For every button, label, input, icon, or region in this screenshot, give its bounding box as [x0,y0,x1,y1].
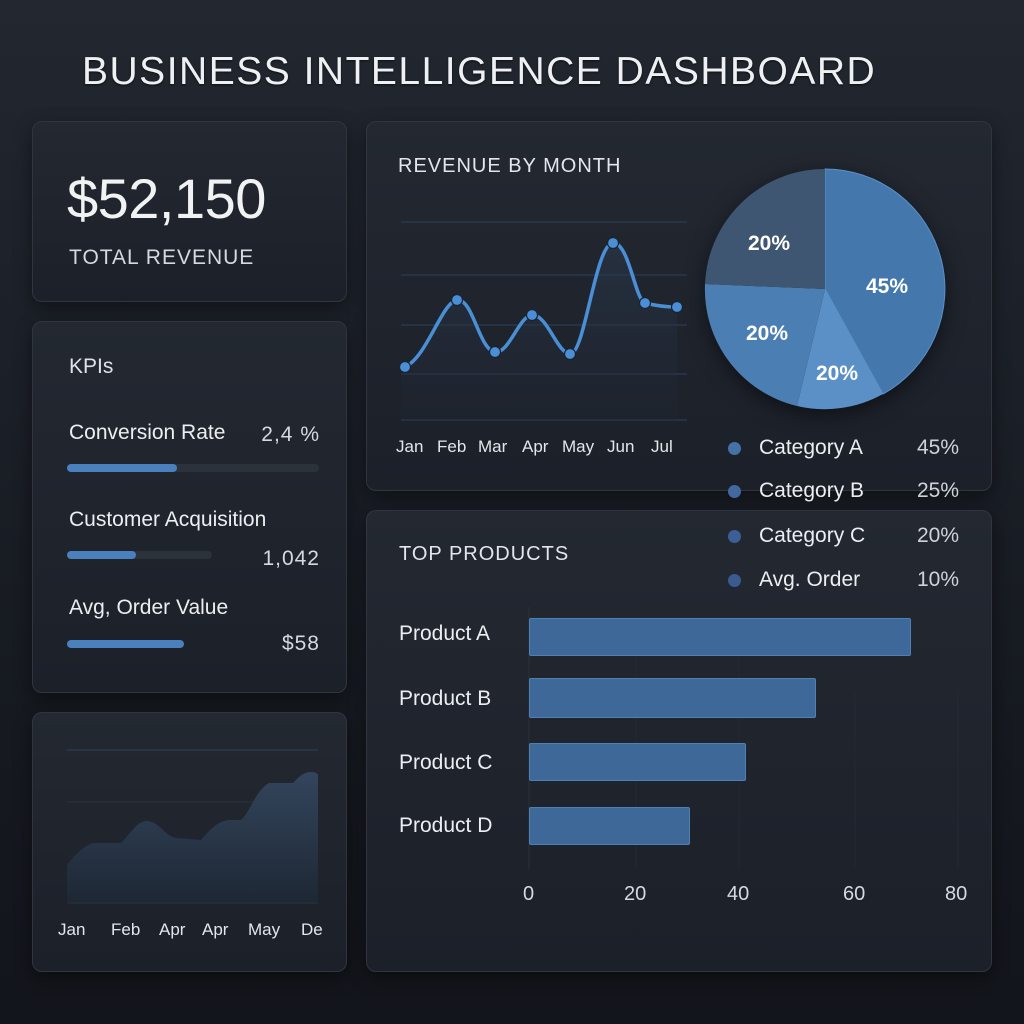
legend-name: Category C [759,524,866,547]
month-x-label: Feb [437,437,467,456]
kpi-progress-fill [67,640,184,648]
area-x-label: Feb [111,920,141,939]
data-point [638,296,652,310]
area-x-label: May [248,920,281,939]
pie-legend: Category A 45% Category B 25% Category C… [728,435,968,595]
trend-area-chart [67,749,318,904]
x-tick: 20 [624,883,647,905]
kpi-progress-fill [67,551,136,559]
kpis-title: KPIs [69,355,114,378]
legend-dot-icon [728,441,741,455]
month-x-label: Jan [396,437,424,456]
x-tick: 80 [945,883,968,905]
legend-item-category-c: Category C 20% [728,523,959,549]
area-x-label: Jan [58,920,86,939]
top-products-card: TOP PRODUCTS Product A Product B Product… [366,510,992,972]
kpi-progress-avg-order-value [67,640,184,648]
month-x-label: Jul [651,437,673,456]
x-tick: 60 [843,883,866,905]
kpi-progress-fill [67,464,177,472]
page-title: BUSINESS INTELLIGENCE DASHBOARD [82,50,877,93]
revenue-by-month-title: REVENUE BY MONTH [398,155,622,177]
month-x-label: May [562,437,595,456]
legend-name: Category A [759,436,863,459]
trend-area-card: Jan Feb Apr Apr May De [32,712,347,972]
total-revenue-label: TOTAL REVENUE [69,246,255,269]
x-tick: 0 [523,883,535,905]
legend-item-avg-order: Avg. Order 10% [728,567,959,593]
kpi-label-avg-order-value: Avg, Order Value [69,596,229,619]
data-point [525,308,539,322]
legend-value: 20% [916,524,959,547]
bar-product-c[interactable] [529,743,746,781]
data-point [450,293,464,307]
kpi-progress-conversion-rate [67,464,319,472]
kpi-value-customer-acquisition: 1,042 [262,547,320,570]
data-point [670,300,684,314]
kpi-value-conversion-rate: 2,4 % [261,423,320,446]
bar-label-product-c: Product C [399,751,493,774]
top-products-title: TOP PRODUCTS [399,543,570,565]
kpi-value-avg-order-value: $58 [281,632,320,655]
month-x-label: Jun [607,437,635,456]
total-revenue-card: $52,150 TOTAL REVENUE [32,121,347,302]
month-x-label: Apr [522,437,549,456]
pie-label: 20% [748,232,790,255]
data-point [563,347,577,361]
legend-item-category-b: Category B 25% [728,478,959,504]
kpis-card: KPIs Conversion Rate 2,4 % Customer Acqu… [32,321,347,693]
pie-label: 45% [866,275,908,298]
legend-value: 45% [916,436,959,459]
area-x-label: Apr [159,920,186,939]
kpi-progress-customer-acquisition [67,551,212,559]
legend-item-category-a: Category A 45% [728,435,959,461]
kpi-label-conversion-rate: Conversion Rate [69,421,226,444]
pie-label: 20% [816,362,858,385]
pie-label: 20% [746,322,788,345]
data-point [606,236,620,250]
bar-label-product-b: Product B [399,687,492,710]
legend-value: 25% [916,479,959,502]
legend-name: Category B [759,479,865,502]
revenue-by-month-card: REVENUE BY MONTH [366,121,992,491]
bar-label-product-d: Product D [399,814,493,837]
bar-product-a[interactable] [529,618,911,656]
legend-name: Avg. Order [759,568,861,591]
bar-product-b[interactable] [529,678,816,718]
month-x-label: Mar [478,437,508,456]
data-point [488,345,502,359]
legend-dot-icon [728,573,741,587]
revenue-line-chart: 45% 20% 20% 20% [398,168,946,421]
bar-product-d[interactable] [529,807,690,845]
kpi-label-customer-acquisition: Customer Acquisition [69,508,267,531]
total-revenue-value: $52,150 [67,167,266,230]
legend-dot-icon [728,484,741,498]
data-point [398,360,412,374]
area-x-label: De [301,920,323,939]
legend-value: 10% [916,568,959,591]
pie-chart [704,168,946,410]
legend-dot-icon [728,529,741,543]
area-x-label: Apr [202,920,229,939]
x-tick: 40 [727,883,750,905]
bar-label-product-a: Product A [399,622,491,645]
